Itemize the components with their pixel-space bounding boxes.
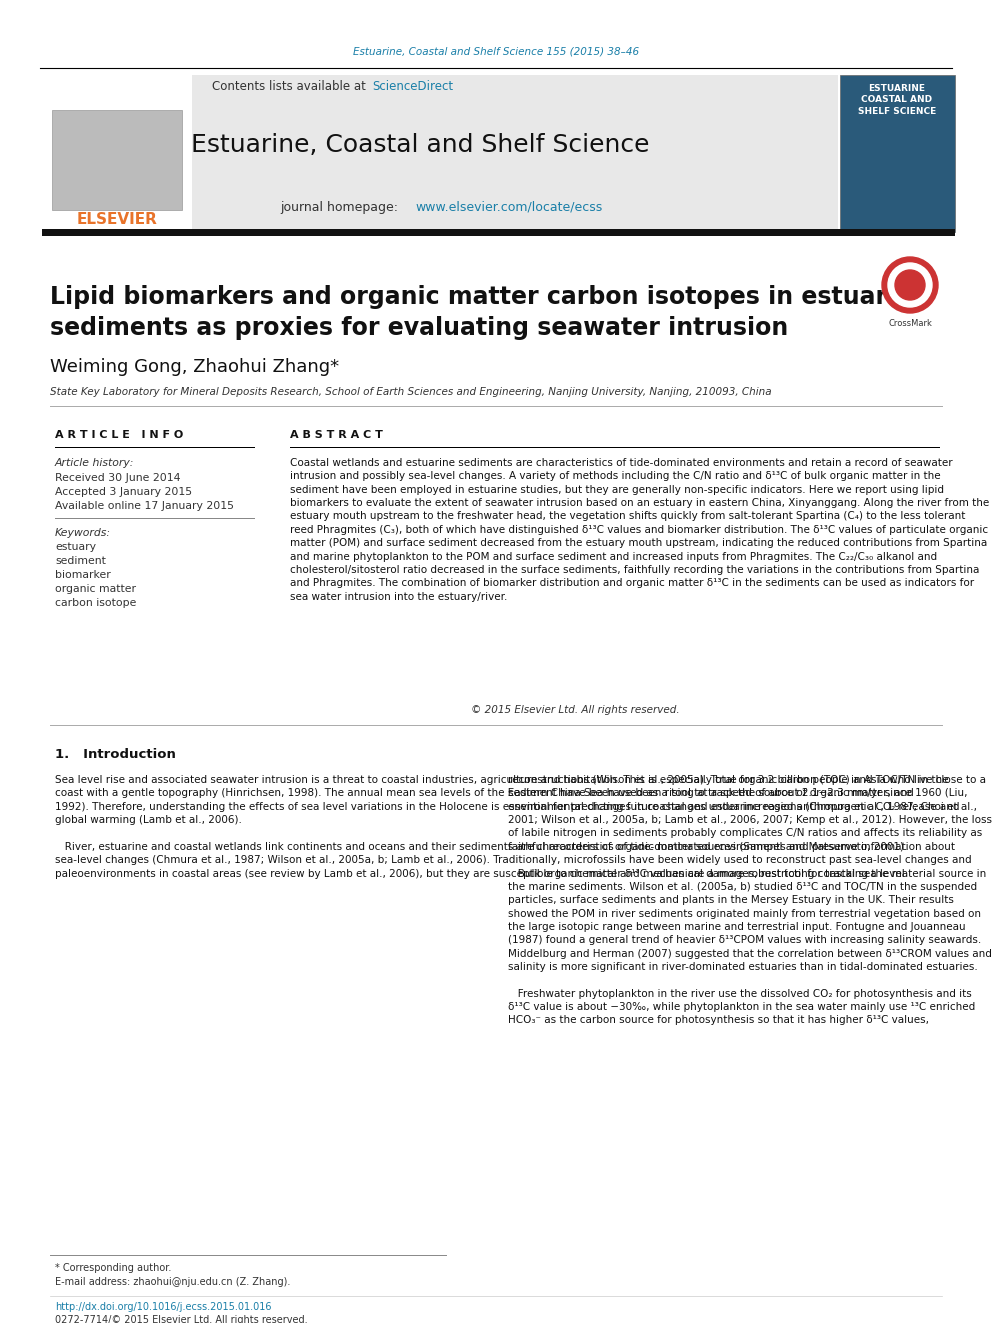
Text: 1.   Introduction: 1. Introduction xyxy=(55,747,176,761)
Text: Sea level rise and associated seawater intrusion is a threat to coastal industri: Sea level rise and associated seawater i… xyxy=(55,775,986,878)
Text: reconstructions (Wilson et al., 2005a). Total organic carbon (TOC) and TOC/TN in: reconstructions (Wilson et al., 2005a). … xyxy=(508,775,992,1025)
Text: * Corresponding author.: * Corresponding author. xyxy=(55,1263,172,1273)
Text: E-mail address: zhaohui@nju.edu.cn (Z. Zhang).: E-mail address: zhaohui@nju.edu.cn (Z. Z… xyxy=(55,1277,291,1287)
Text: A R T I C L E   I N F O: A R T I C L E I N F O xyxy=(55,430,184,441)
Text: Estuarine, Coastal and Shelf Science 155 (2015) 38–46: Estuarine, Coastal and Shelf Science 155… xyxy=(353,48,639,57)
Text: Coastal wetlands and estuarine sediments are characteristics of tide-dominated e: Coastal wetlands and estuarine sediments… xyxy=(290,458,989,602)
Text: journal homepage:: journal homepage: xyxy=(280,201,402,213)
Text: Received 30 June 2014: Received 30 June 2014 xyxy=(55,474,181,483)
Text: Keywords:: Keywords: xyxy=(55,528,111,538)
Text: A B S T R A C T: A B S T R A C T xyxy=(290,430,383,441)
Text: © 2015 Elsevier Ltd. All rights reserved.: © 2015 Elsevier Ltd. All rights reserved… xyxy=(471,705,680,714)
Text: Lipid biomarkers and organic matter carbon isotopes in estuarine
sediments as pr: Lipid biomarkers and organic matter carb… xyxy=(50,284,929,340)
Text: Weiming Gong, Zhaohui Zhang*: Weiming Gong, Zhaohui Zhang* xyxy=(50,359,339,376)
Bar xyxy=(42,229,955,235)
Text: Estuarine, Coastal and Shelf Science: Estuarine, Coastal and Shelf Science xyxy=(190,134,649,157)
Text: carbon isotope: carbon isotope xyxy=(55,598,136,609)
Text: sediment: sediment xyxy=(55,556,106,566)
FancyBboxPatch shape xyxy=(840,75,955,232)
Text: Contents lists available at: Contents lists available at xyxy=(212,81,370,94)
Text: CrossMark: CrossMark xyxy=(888,319,931,328)
Text: Article history:: Article history: xyxy=(55,458,134,468)
FancyBboxPatch shape xyxy=(42,75,838,232)
Text: Accepted 3 January 2015: Accepted 3 January 2015 xyxy=(55,487,192,497)
Circle shape xyxy=(895,270,925,300)
Circle shape xyxy=(888,263,932,307)
Text: ScienceDirect: ScienceDirect xyxy=(372,81,453,94)
Text: Available online 17 January 2015: Available online 17 January 2015 xyxy=(55,501,234,511)
FancyBboxPatch shape xyxy=(42,75,192,232)
Text: www.elsevier.com/locate/ecss: www.elsevier.com/locate/ecss xyxy=(415,201,602,213)
Text: estuary: estuary xyxy=(55,542,96,552)
Text: biomarker: biomarker xyxy=(55,570,111,579)
Text: ELSEVIER: ELSEVIER xyxy=(76,213,158,228)
Circle shape xyxy=(882,257,938,314)
FancyBboxPatch shape xyxy=(52,110,182,210)
Text: ESTUARINE
COASTAL AND
SHELF SCIENCE: ESTUARINE COASTAL AND SHELF SCIENCE xyxy=(858,85,936,115)
Text: organic matter: organic matter xyxy=(55,583,136,594)
Text: 0272-7714/© 2015 Elsevier Ltd. All rights reserved.: 0272-7714/© 2015 Elsevier Ltd. All right… xyxy=(55,1315,308,1323)
Text: http://dx.doi.org/10.1016/j.ecss.2015.01.016: http://dx.doi.org/10.1016/j.ecss.2015.01… xyxy=(55,1302,272,1312)
Text: State Key Laboratory for Mineral Deposits Research, School of Earth Sciences and: State Key Laboratory for Mineral Deposit… xyxy=(50,388,772,397)
